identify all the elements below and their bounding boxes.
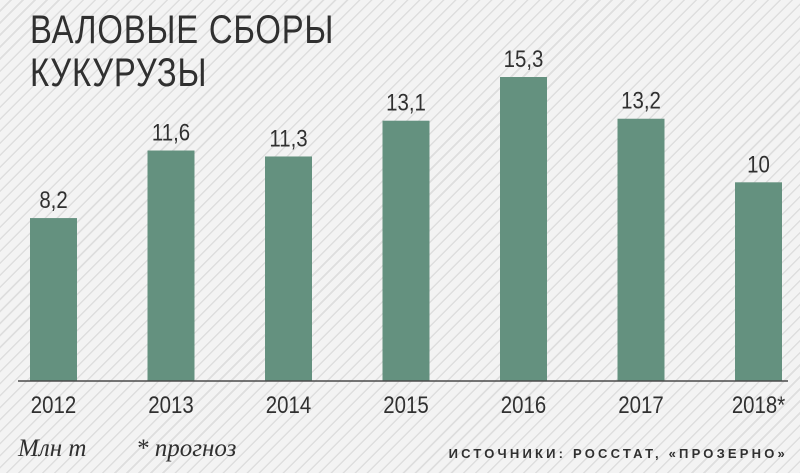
value-label: 15,3 [504, 46, 544, 73]
bar-2012 [30, 218, 77, 381]
x-tick-label: 2015 [383, 392, 428, 419]
x-tick-label: 2017 [618, 392, 663, 419]
unit-label: Млн т [18, 435, 87, 462]
bar-2016 [500, 77, 547, 381]
value-label: 10 [747, 151, 770, 178]
value-label: 13,1 [386, 90, 426, 117]
source-note: ИСТОЧНИКИ: РОССТАТ, «ПРОЗЕРНО» [448, 446, 788, 461]
bar-2013 [147, 150, 195, 381]
x-tick-label: 2014 [266, 392, 311, 419]
value-label: 13,2 [621, 88, 661, 115]
value-label: 11,6 [152, 120, 190, 147]
value-label: 11,3 [269, 125, 307, 152]
x-tick-label: 2018* [732, 392, 785, 419]
bars-group [30, 77, 782, 382]
x-tick-label: 2012 [31, 392, 76, 419]
chart-title-line-2: КУКУРУЗЫ [30, 51, 208, 95]
value-labels-group: 8,2 11,6 11,3 13,1 15,3 13,2 10 [39, 46, 770, 214]
bar-2015 [382, 120, 430, 382]
value-label: 8,2 [39, 187, 67, 214]
x-tick-label: 2013 [148, 392, 193, 419]
x-tick-labels-group: 2012 2013 2014 2015 2016 2017 2018* [31, 392, 785, 419]
bar-2017 [617, 118, 665, 381]
bar-2014 [265, 156, 312, 381]
forecast-note: * прогноз [136, 435, 237, 462]
chart-title-line-1: ВАЛОВЫЕ СБОРЫ [30, 8, 335, 52]
bar-2018 [735, 182, 782, 381]
x-tick-label: 2016 [501, 392, 546, 419]
